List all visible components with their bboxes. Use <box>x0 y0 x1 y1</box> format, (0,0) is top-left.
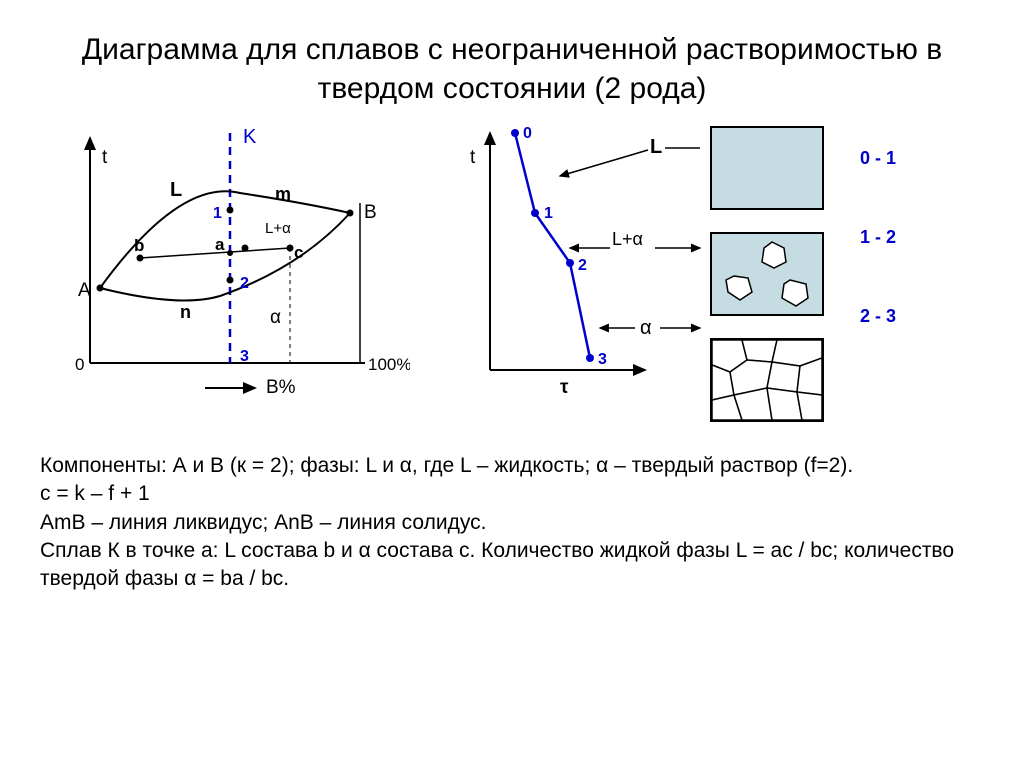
cc-t-label: t <box>470 147 476 168</box>
b-point-label: b <box>134 236 144 255</box>
range-1-2: 1 - 2 <box>860 227 940 248</box>
K-label: K <box>243 126 257 148</box>
L-region-label: L <box>170 179 182 201</box>
body-text: Компоненты: А и В (к = 2); фазы: L и α, … <box>0 422 1024 594</box>
cc-pt3: 3 <box>598 351 607 368</box>
pt3-label: 3 <box>240 348 249 365</box>
alpha-region-label: α <box>270 307 281 328</box>
diagrams-row: t B% 0 100% K L L+α α m n A B b a c 1 2 … <box>0 118 1024 422</box>
n-label: n <box>180 302 191 322</box>
pt2-label: 2 <box>240 275 249 292</box>
micro-liquid <box>710 126 824 210</box>
x-axis-label: B% <box>266 377 296 398</box>
A-point-label: A <box>78 280 91 301</box>
cc-L-label: L <box>650 136 662 158</box>
right-axis-label: 100% <box>368 355 410 374</box>
phase-diagram: t B% 0 100% K L L+α α m n A B b a c 1 2 … <box>30 118 410 408</box>
micro-alpha <box>710 338 824 422</box>
c-point-label: c <box>294 243 303 262</box>
cooling-curve: 0 1 2 3 L L+α α t τ <box>440 118 710 408</box>
cc-pt2: 2 <box>578 257 587 274</box>
page-title: Диаграмма для сплавов с неограниченной р… <box>0 0 1024 118</box>
m-label: m <box>275 184 291 204</box>
micro-liquid-alpha <box>710 232 824 316</box>
B-point-label: B <box>364 202 377 223</box>
cc-pt1: 1 <box>544 205 553 222</box>
a-point-label: a <box>215 235 225 254</box>
range-0-1: 0 - 1 <box>860 148 940 169</box>
origin-label: 0 <box>75 355 84 374</box>
cc-pt0: 0 <box>523 125 532 142</box>
range-2-3: 2 - 3 <box>860 306 940 327</box>
cc-tau-label: τ <box>560 377 569 398</box>
range-labels-column: 0 - 1 1 - 2 2 - 3 <box>860 148 940 327</box>
t-axis-label: t <box>102 147 108 168</box>
cc-Lalpha-label: L+α <box>612 229 643 249</box>
microstructure-column <box>710 126 840 422</box>
pt1-label: 1 <box>213 205 222 222</box>
cc-alpha-label: α <box>640 317 652 339</box>
L-alpha-region-label: L+α <box>265 220 291 237</box>
